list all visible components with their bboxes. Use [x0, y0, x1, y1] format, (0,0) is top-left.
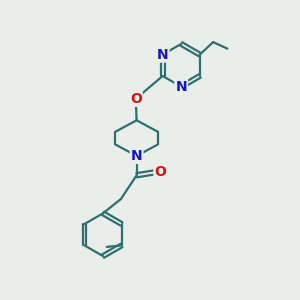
Text: N: N [176, 80, 187, 94]
Text: O: O [154, 165, 166, 179]
Text: N: N [131, 149, 142, 163]
Text: O: O [130, 92, 142, 106]
Text: N: N [157, 48, 169, 62]
